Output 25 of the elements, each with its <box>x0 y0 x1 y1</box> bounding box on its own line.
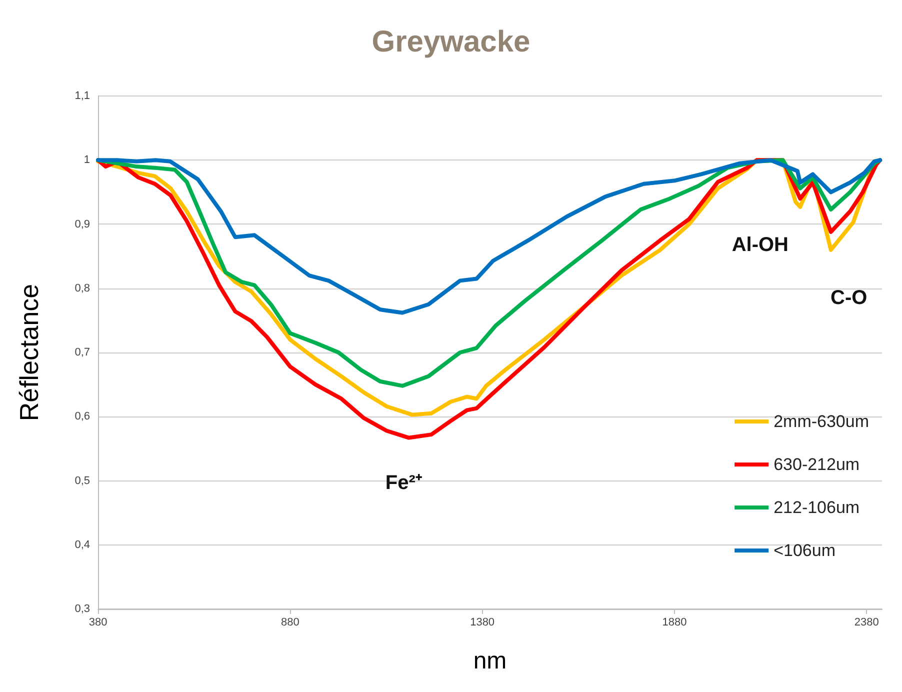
y-tick-label: 0,4 <box>74 538 90 551</box>
annotation: Fe²⁺ <box>385 472 422 494</box>
x-axis-title: nm <box>473 648 507 674</box>
legend-label: 2mm-630um <box>774 412 870 431</box>
chart-title: Greywacke <box>372 26 530 58</box>
y-tick-label: 0,3 <box>74 603 90 615</box>
legend-label: 212-106um <box>774 498 860 517</box>
x-tick-label: 2380 <box>854 616 879 628</box>
y-axis-title: Réflectance <box>14 284 44 422</box>
y-tick-label: 0,6 <box>74 410 90 423</box>
x-tick-label: 880 <box>280 616 300 628</box>
x-tick-label: 1380 <box>470 616 495 628</box>
annotation: C-O <box>830 286 868 309</box>
legend-label: <106um <box>774 541 836 560</box>
y-tick-label: 0,7 <box>74 346 90 358</box>
y-tick-label: 0,5 <box>74 474 90 487</box>
x-tick-label: 380 <box>88 616 108 628</box>
y-tick-label: 0,9 <box>74 218 90 230</box>
annotation: Al-OH <box>732 234 788 256</box>
y-tick-label: 0,8 <box>74 282 90 294</box>
legend-label: 630-212um <box>774 455 860 474</box>
x-tick-label: 1880 <box>662 616 687 628</box>
line-series <box>96 158 882 315</box>
y-tick-label: 1,1 <box>74 90 90 102</box>
y-tick-label: 1 <box>84 154 90 166</box>
